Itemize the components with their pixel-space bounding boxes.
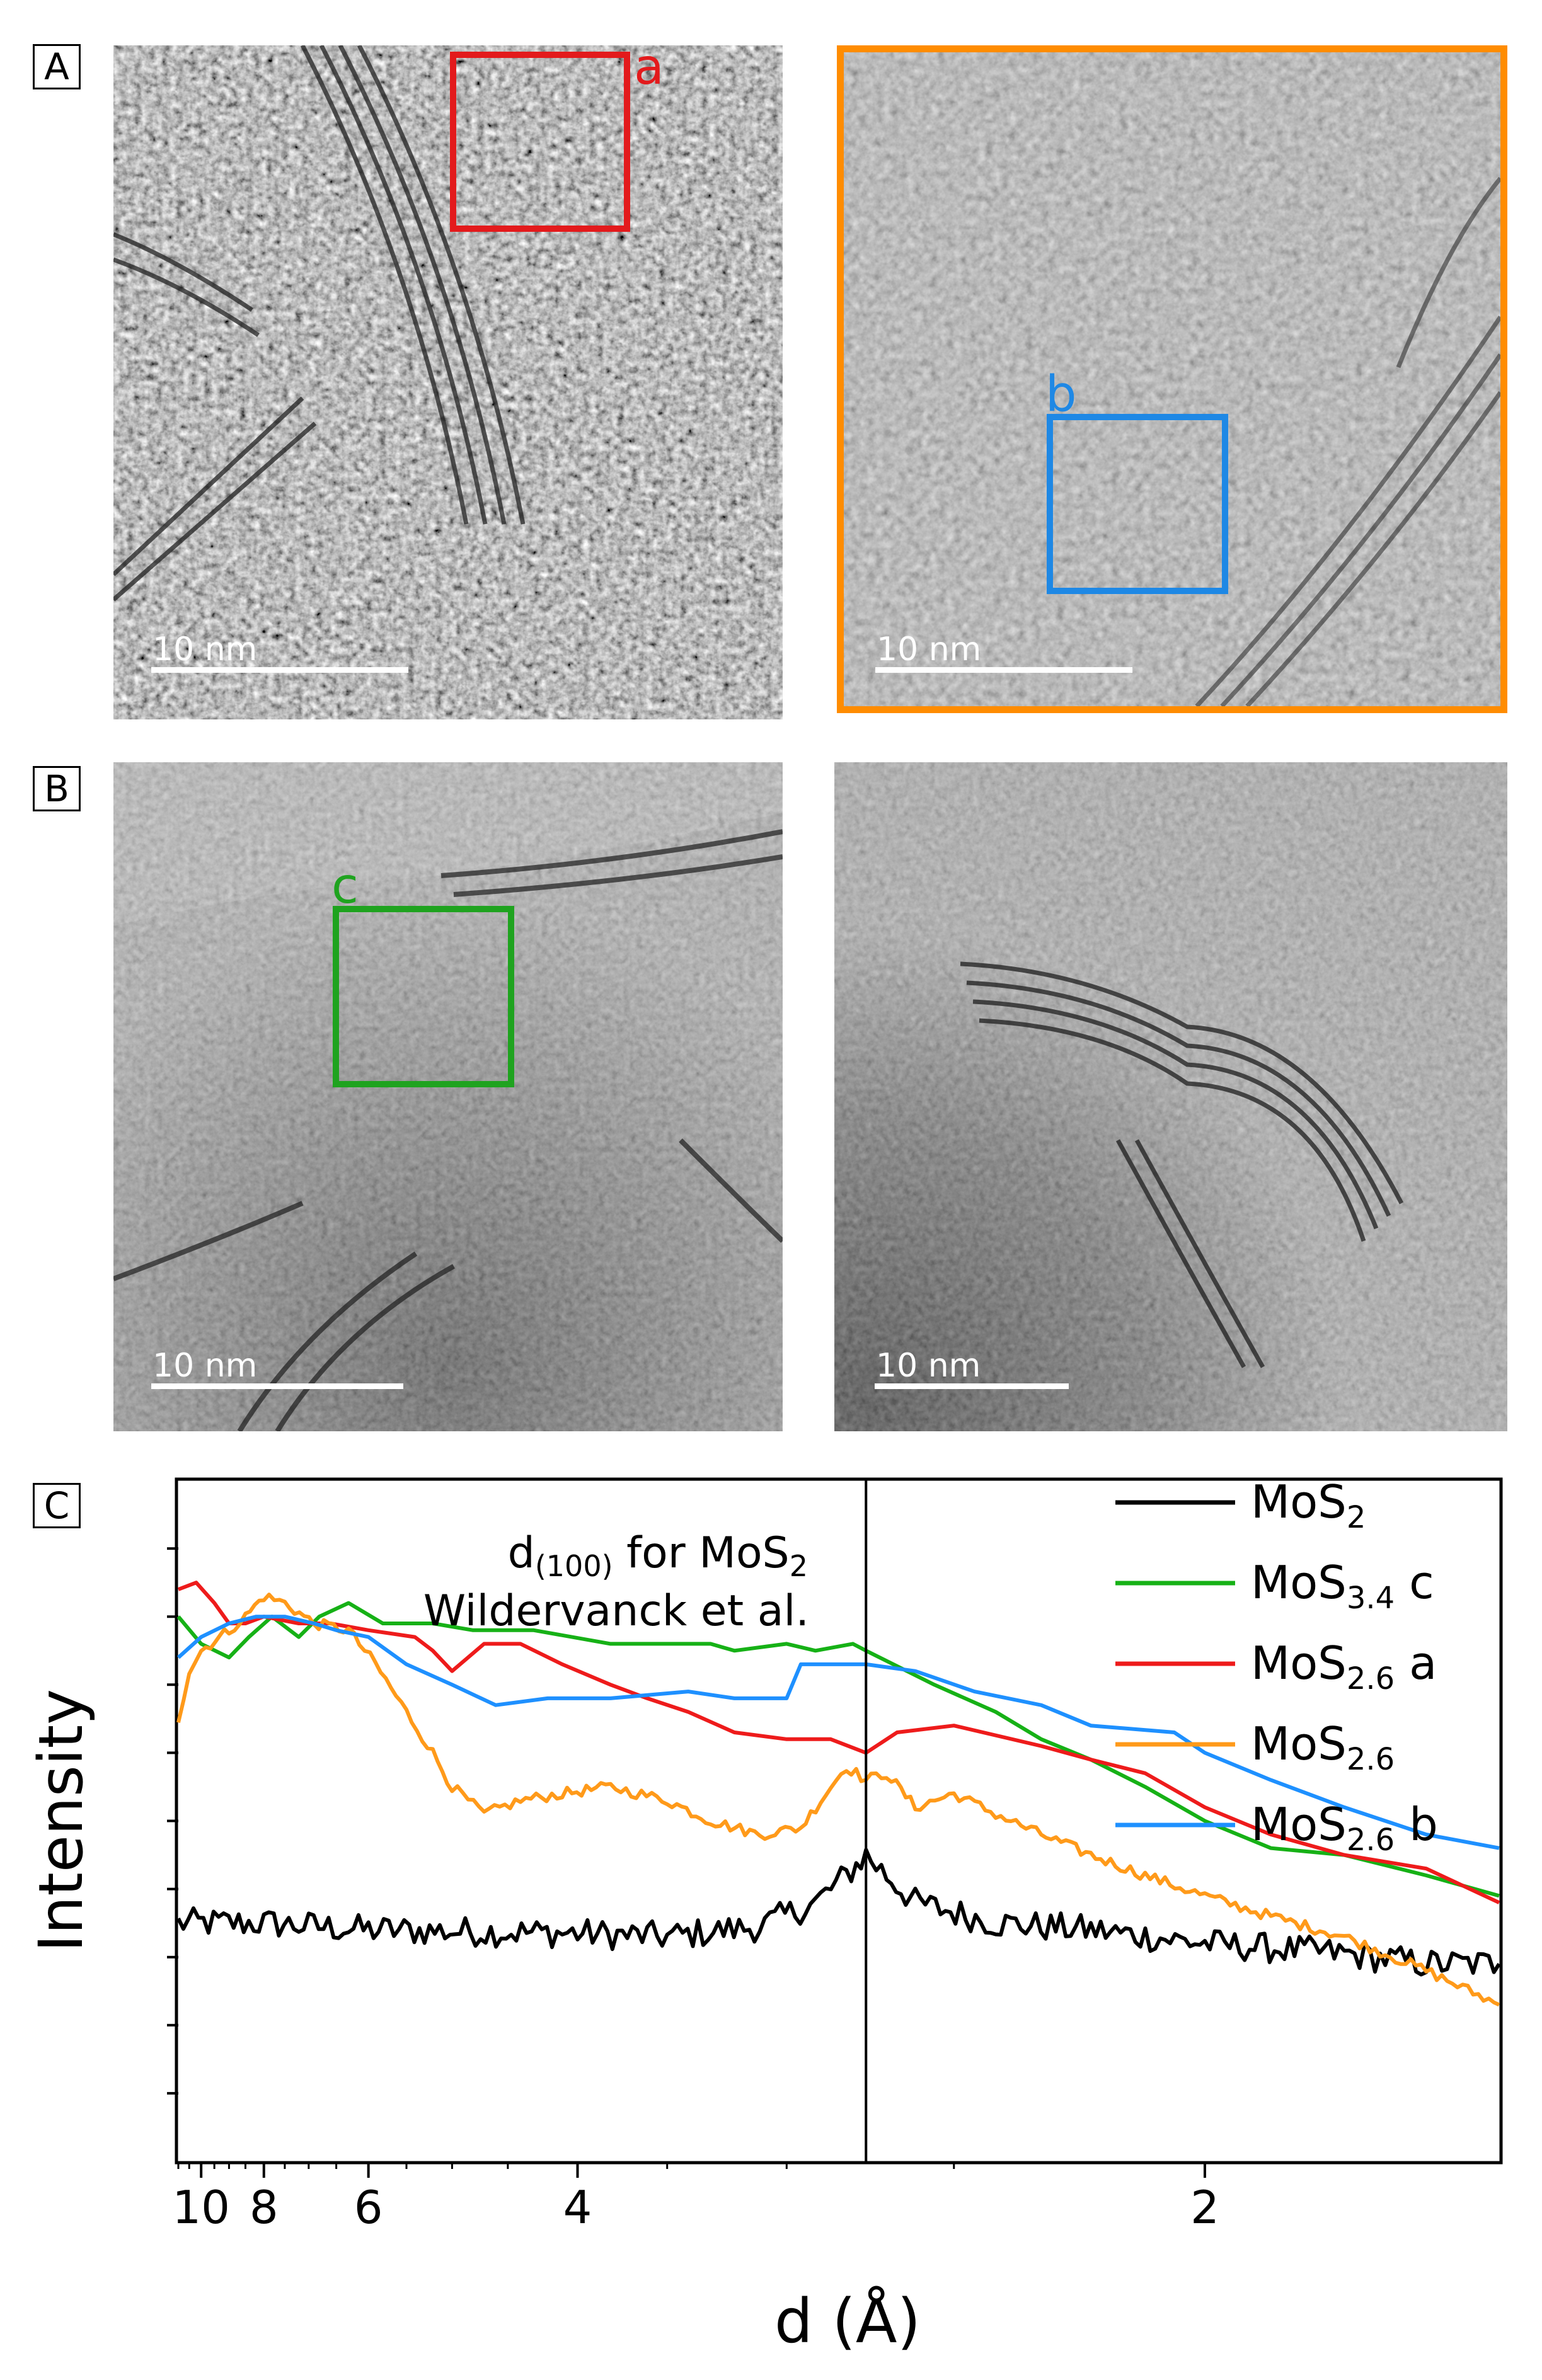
scale-label-b-right: 10 nm <box>876 1347 981 1385</box>
scale-bar-b-right <box>875 1383 1069 1389</box>
scale-label-a-left: 10 nm <box>152 631 258 668</box>
roi-label-a: a <box>634 45 664 96</box>
legend: MoS2 MoS3.4 c MoS2.6 a MoS2.6 MoS2.6 b <box>1115 1475 1438 1858</box>
tem-image-b-right: 10 nm <box>834 762 1507 1431</box>
roi-box-c <box>333 906 514 1087</box>
roi-box-b <box>1047 414 1228 594</box>
roi-label-b: b <box>1045 366 1077 423</box>
panel-label-c: C <box>33 1483 81 1528</box>
tem-image-a-right: 10 nm b <box>837 45 1507 713</box>
scale-label-b-left: 10 nm <box>152 1347 258 1385</box>
panel-label-b: B <box>33 766 81 811</box>
x-tick-label-4: 4 <box>563 2181 592 2234</box>
legend-label-MoS2: MoS2 <box>1251 1475 1366 1535</box>
legend-label-MoS2-6: MoS2.6 <box>1251 1717 1395 1777</box>
panel-label-a: A <box>33 44 81 89</box>
legend-label-MoS2-6-a: MoS2.6 a <box>1251 1637 1437 1696</box>
tem-image-a-left: 10 nm a <box>113 45 783 719</box>
series-line-MoS2-6-b <box>176 1615 1500 1850</box>
scale-bar-b-left <box>151 1383 403 1389</box>
x-ticks: 10 8 6 4 2 <box>172 2161 1219 2234</box>
roi-label-c: c <box>331 858 359 915</box>
y-axis-label: Intensity <box>26 1689 96 1952</box>
scale-bar-a-left <box>151 667 408 673</box>
roi-box-a <box>450 52 630 232</box>
x-axis-label: d (Å) <box>774 2286 921 2357</box>
series-line-MoS3-4-c <box>176 1601 1500 1898</box>
x-tick-label-8: 8 <box>250 2181 279 2234</box>
legend-label-MoS3-4-c: MoS3.4 c <box>1251 1556 1434 1616</box>
annotation-d100: d(100) for MoS2 <box>508 1528 808 1583</box>
x-tick-label-6: 6 <box>354 2181 383 2234</box>
tem-image-b-left: 10 nm c <box>113 762 783 1431</box>
x-tick-label-2: 2 <box>1190 2181 1219 2234</box>
scale-label-a-right: 10 nm <box>877 631 982 668</box>
annotation-reference: Wildervanck et al. <box>423 1586 809 1636</box>
y-ticks <box>167 1547 178 2095</box>
scale-bar-a-right <box>875 667 1132 673</box>
x-tick-label-10: 10 <box>172 2181 230 2234</box>
series-line-MoS2 <box>176 1848 1501 1977</box>
legend-label-MoS2-6-b: MoS2.6 b <box>1251 1798 1438 1858</box>
series-layer <box>176 1581 1501 2007</box>
series-line-MoS2-6 <box>176 1593 1500 2007</box>
